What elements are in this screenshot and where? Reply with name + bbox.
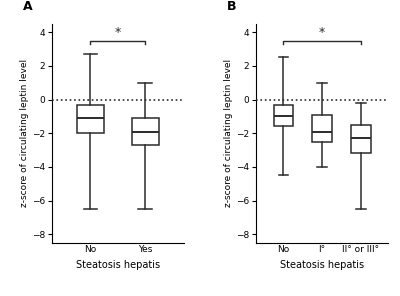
Text: *: * — [115, 26, 121, 39]
PathPatch shape — [77, 104, 104, 133]
X-axis label: Steatosis hepatis: Steatosis hepatis — [280, 260, 364, 270]
Text: A: A — [23, 0, 33, 13]
PathPatch shape — [312, 115, 332, 141]
Y-axis label: z-score of circulating leptin level: z-score of circulating leptin level — [20, 59, 29, 207]
X-axis label: Steatosis hepatis: Steatosis hepatis — [76, 260, 160, 270]
PathPatch shape — [351, 125, 370, 153]
PathPatch shape — [274, 104, 293, 126]
Y-axis label: z-score of circulating leptin level: z-score of circulating leptin level — [224, 59, 233, 207]
PathPatch shape — [132, 118, 159, 145]
Text: B: B — [227, 0, 237, 13]
Text: *: * — [319, 26, 325, 39]
